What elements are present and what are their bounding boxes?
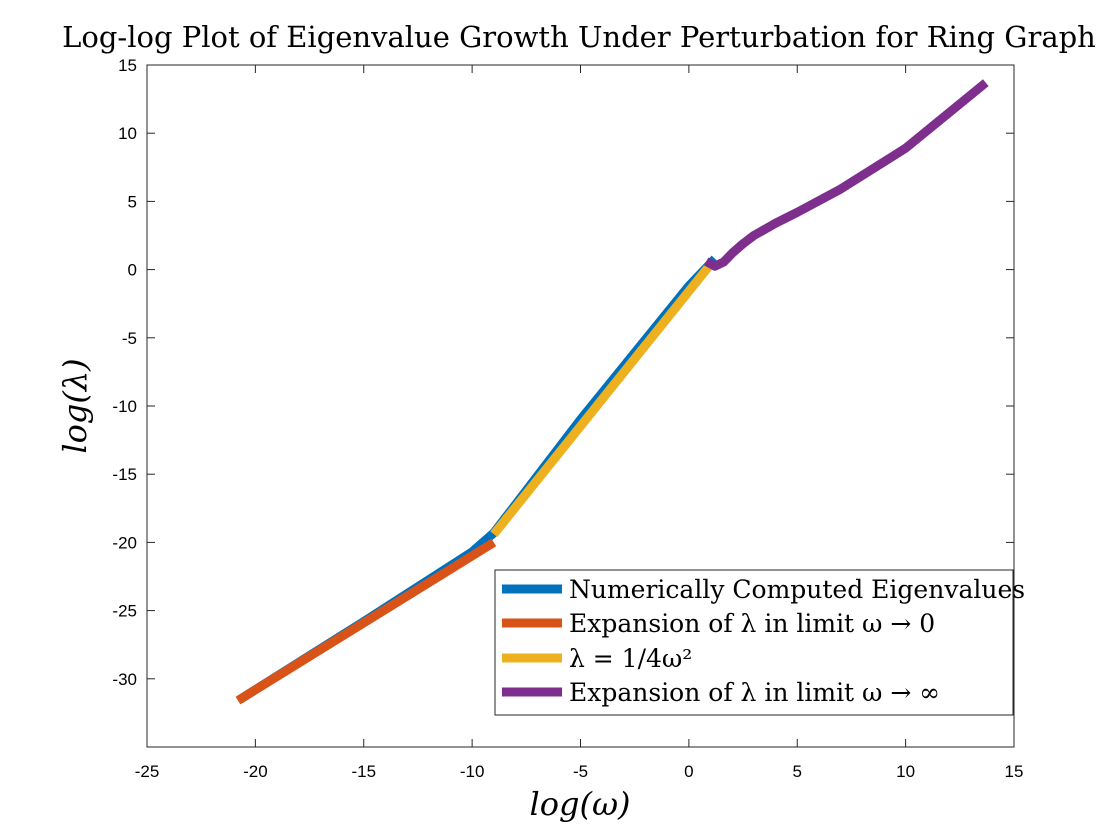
series-layer xyxy=(235,79,989,705)
x-tick-label: 15 xyxy=(1005,762,1024,781)
legend-label-3: λ = 1/4ω² xyxy=(569,644,692,673)
y-tick-label: 5 xyxy=(128,192,137,211)
x-axis-label: log(ω) xyxy=(529,785,630,823)
y-tick-label: 10 xyxy=(118,124,137,143)
y-tick-label: -20 xyxy=(112,533,137,552)
chart-title: Log-log Plot of Eigenvalue Growth Under … xyxy=(62,20,1096,54)
y-tick-label: 15 xyxy=(118,56,137,75)
x-tick-label: -25 xyxy=(135,762,160,781)
legend-label-2: Expansion of λ in limit ω → 0 xyxy=(569,609,935,638)
y-axis-label: log(λ) xyxy=(56,358,94,453)
legend-box xyxy=(494,569,1014,716)
series-line-4 xyxy=(704,79,989,271)
x-tick-label: 10 xyxy=(896,762,915,781)
x-tick-label: 0 xyxy=(684,762,693,781)
x-tick-label: -15 xyxy=(351,762,376,781)
legend: Numerically Computed Eigenvalues Expansio… xyxy=(494,569,1025,716)
tick-layer: -25 -20 -15 -10 -5 0 5 10 15 -30 -25 -20 -15 -10 -5 0 5 1… xyxy=(112,56,1023,781)
y-tick-label: -25 xyxy=(112,602,137,621)
y-tick-label: -15 xyxy=(112,465,137,484)
x-tick-label: 5 xyxy=(793,762,802,781)
y-tick-label: -30 xyxy=(112,670,137,689)
series-line-3 xyxy=(490,264,712,538)
x-tick-label: -10 xyxy=(460,762,485,781)
series-line-2 xyxy=(235,538,497,705)
y-tick-label: -5 xyxy=(122,329,137,348)
legend-label-1: Numerically Computed Eigenvalues xyxy=(569,575,1025,604)
y-tick-label: 0 xyxy=(128,261,137,280)
legend-label-4: Expansion of λ in limit ω → ∞ xyxy=(569,678,940,707)
x-tick-label: -20 xyxy=(243,762,268,781)
x-tick-label: -5 xyxy=(573,762,588,781)
y-tick-label: -10 xyxy=(112,397,137,416)
